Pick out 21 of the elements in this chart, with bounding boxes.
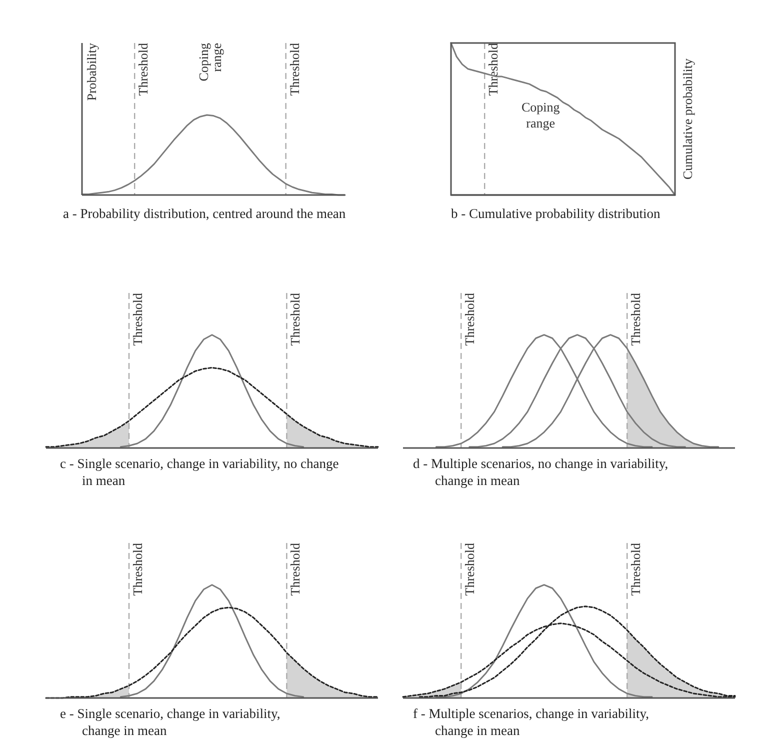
text: Threshold (288, 543, 303, 596)
text: f - Multiple scenarios, change in variability, change in mean (413, 706, 650, 738)
text: Threshold (136, 43, 151, 96)
text: Threshold (288, 293, 303, 346)
text: d - Multiple scenarios, no change in variability, change in mean (413, 456, 668, 488)
y2-axis-title: Cumulative probability (680, 58, 695, 180)
text: Threshold (130, 543, 145, 596)
text: Threshold (628, 293, 644, 346)
text: Coping range (196, 42, 224, 82)
text: Threshold (462, 293, 478, 346)
text: Threshold (628, 543, 644, 596)
text: c - Single scenario, change in variability, no change in mean (60, 456, 339, 488)
text: Threshold (286, 43, 302, 96)
text: b - Cumulative probability distribution (451, 206, 660, 221)
text: e - Single scenario, change in variability, change in mean (60, 706, 280, 738)
text: Threshold (486, 43, 501, 96)
y-axis-title: Probability (84, 42, 99, 101)
annotation: Coping range (521, 99, 560, 130)
text: Threshold (462, 543, 478, 596)
text: a - Probability distribution, centred around the mean (63, 206, 346, 221)
text: Threshold (130, 293, 145, 346)
